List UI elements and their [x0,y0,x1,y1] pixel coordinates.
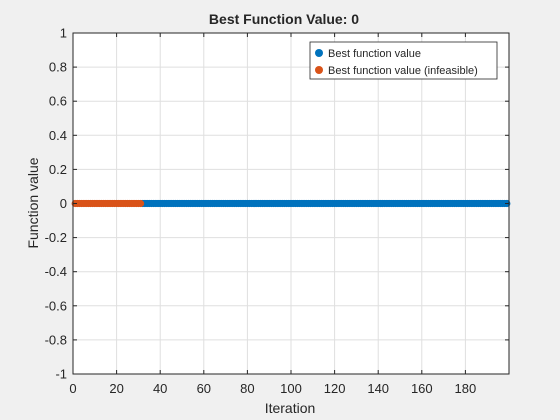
legend-box [309,41,498,80]
chart-title: Best Function Value: 0 [209,11,359,27]
x-tick-label: 140 [367,381,389,396]
legend-label-feasible: Best function value [328,48,421,60]
x-tick-label: 40 [153,381,167,396]
y-tick-label: -0.6 [45,298,67,313]
y-tick-label: 1 [60,26,67,41]
y-tick-label: 0.2 [49,162,67,177]
data-point-infeasible [136,199,145,208]
x-tick-label: 60 [197,381,211,396]
x-tick-label: 100 [280,381,302,396]
y-tick-label: -0.4 [45,264,67,279]
x-tick-label: 180 [455,381,477,396]
x-tick-label: 80 [240,381,254,396]
data-markers [71,199,511,208]
legend-label-infeasible: Best function value (infeasible) [328,65,478,77]
y-tick-label: -1 [55,367,67,382]
legend-marker-infeasible [315,66,323,74]
y-tick-label: -0.2 [45,230,67,245]
legend-marker-feasible [315,49,323,57]
ticks: 0 20 40 60 80 100 120 140 160 180 -1 -0.8 -0.6 -0.4 -0… [45,26,509,396]
x-tick-label: 0 [69,381,76,396]
x-tick-label: 120 [324,381,346,396]
y-tick-label: 0.8 [49,60,67,75]
x-tick-label: 20 [109,381,123,396]
x-axis-label: Iteration [265,400,316,416]
y-tick-label: 0.4 [49,128,67,143]
legend: Best function value Best function value … [309,41,498,80]
y-axis-label: Function value [25,157,41,248]
x-tick-label: 160 [411,381,433,396]
y-tick-label: 0.6 [49,94,67,109]
y-tick-label: 0 [60,196,67,211]
y-tick-label: -0.8 [45,332,67,347]
